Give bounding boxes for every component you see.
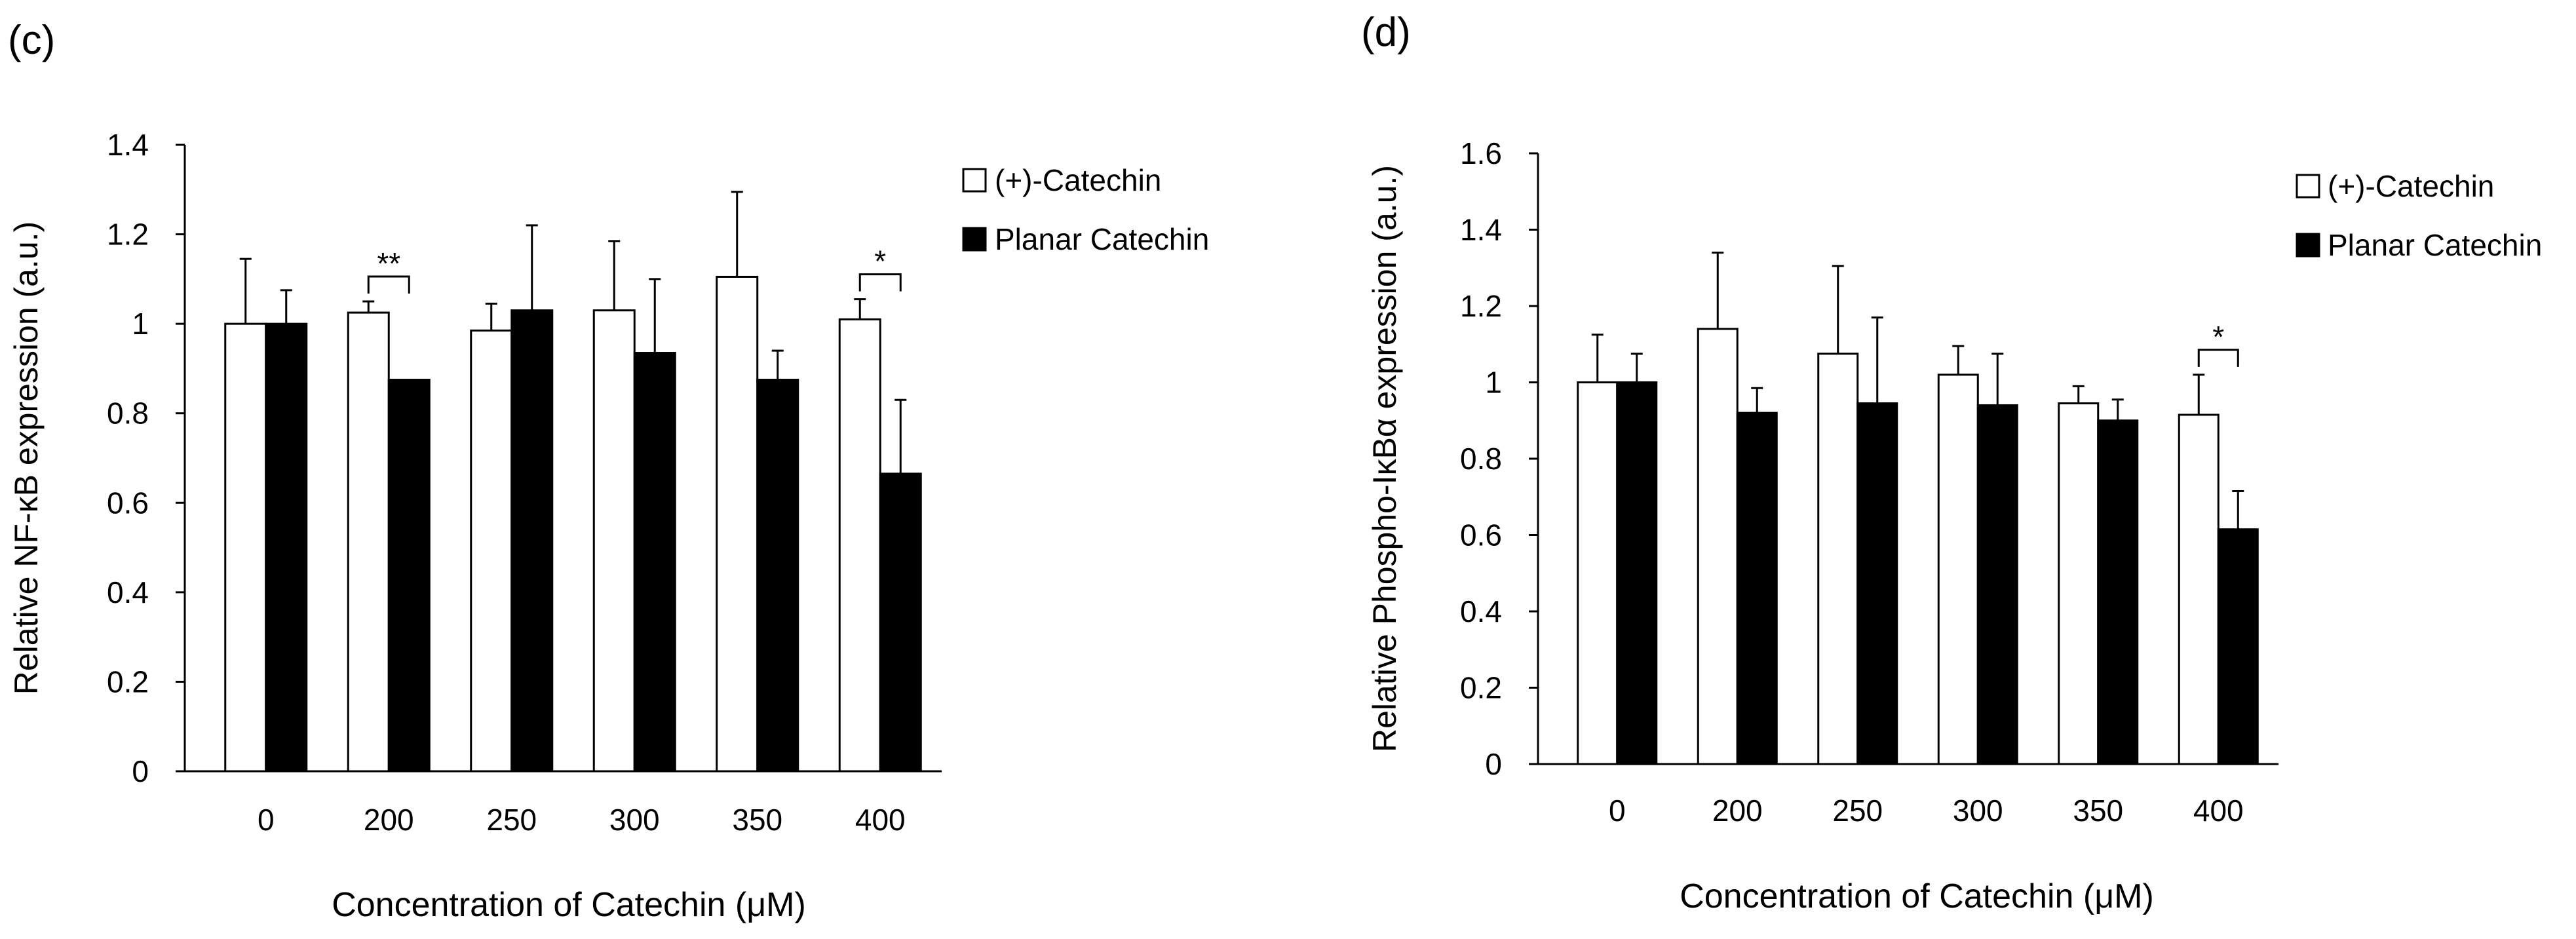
bar [1616, 381, 1658, 765]
significance-bracket [858, 273, 902, 292]
y-tick-label: 1 [132, 307, 149, 341]
bar [470, 329, 513, 773]
bar [1937, 374, 1979, 765]
y-axis-title: Relative Phospho-IκBα expression (a.u.) [1366, 165, 1403, 752]
legend-swatch [962, 168, 987, 193]
legend-label: (+)-Catechin [995, 163, 1161, 197]
x-axis-title: Concentration of Catechin (μM) [1680, 877, 2154, 915]
bar [1577, 381, 1619, 765]
y-tick-label: 1.2 [1460, 289, 1502, 323]
legend-swatch [2296, 233, 2320, 258]
bar [1817, 353, 1859, 765]
y-axis-title: Relative NF-κB expression (a.u.) [8, 221, 45, 695]
x-tick-label: 350 [2073, 794, 2123, 828]
y-tick-label: 1 [1485, 366, 1502, 400]
x-tick-label: 200 [1712, 794, 1763, 828]
y-tick-label: 0.2 [107, 664, 149, 699]
panel-label: (d) [1361, 10, 1411, 55]
bar [756, 379, 799, 773]
legend-label: Planar Catechin [995, 222, 1209, 256]
legend-swatch [2296, 174, 2320, 199]
x-tick-label: 200 [364, 803, 414, 837]
bar [1976, 404, 2018, 765]
significance-label: * [2212, 320, 2224, 354]
legend-label: Planar Catechin [2328, 228, 2542, 262]
y-tick-label: 0.8 [1460, 442, 1502, 476]
bar [633, 352, 676, 773]
y-tick-label: 0.4 [1460, 594, 1502, 628]
chart-panel-c: (c) 0 0.2 0.4 0.6 0.8 1 1.2 1.4 0 200 250 300 350 400 *… [8, 18, 1209, 924]
bar [2058, 402, 2100, 765]
y-tick-label: 0.6 [107, 486, 149, 520]
bar [2097, 419, 2139, 765]
bar [1856, 402, 1898, 765]
y-tick-label: 1.4 [107, 128, 149, 162]
y-tick-label: 0.4 [107, 575, 149, 609]
bar [1736, 412, 1778, 765]
bar [510, 309, 554, 773]
significance-label: * [874, 244, 886, 278]
y-tick-label: 1.4 [1460, 213, 1502, 247]
bar [265, 322, 308, 773]
y-tick-label: 0.6 [1460, 518, 1502, 552]
bar [592, 309, 636, 773]
x-tick-label: 400 [855, 803, 906, 837]
significance-bracket [367, 275, 410, 294]
significance-label: ** [377, 246, 400, 280]
bar [387, 379, 431, 773]
y-tick-label: 1.2 [107, 218, 149, 252]
x-tick-label: 0 [258, 803, 275, 837]
x-tick-label: 300 [609, 803, 660, 837]
bar [1697, 328, 1739, 765]
y-tick-label: 1.6 [1460, 136, 1502, 170]
bar [838, 318, 881, 773]
y-tick-label: 0 [132, 754, 149, 788]
legend-swatch [962, 227, 987, 252]
y-tick-label: 0 [1485, 747, 1502, 781]
bar [2217, 528, 2259, 765]
chart-panel-d: (d) 0 0.2 0.4 0.6 0.8 1 1.2 1.4 1.6 0 200 250 300 350 4… [1361, 10, 2542, 915]
x-tick-label: 300 [1953, 794, 2003, 828]
significance-bracket [2197, 349, 2239, 367]
x-tick-label: 350 [732, 803, 782, 837]
y-tick-label: 0.8 [107, 396, 149, 431]
panel-label: (c) [8, 18, 55, 63]
bar [2178, 413, 2220, 765]
y-tick-label: 0.2 [1460, 671, 1502, 705]
x-tick-label: 400 [2193, 794, 2244, 828]
x-tick-label: 250 [486, 803, 537, 837]
x-tick-label: 0 [1609, 794, 1626, 828]
bar [716, 275, 759, 773]
bar [879, 472, 922, 773]
x-tick-label: 250 [1832, 794, 1883, 828]
x-axis-title: Concentration of Catechin (μM) [332, 886, 806, 924]
legend-label: (+)-Catechin [2328, 169, 2494, 203]
bar [347, 311, 390, 773]
bar [224, 322, 267, 773]
